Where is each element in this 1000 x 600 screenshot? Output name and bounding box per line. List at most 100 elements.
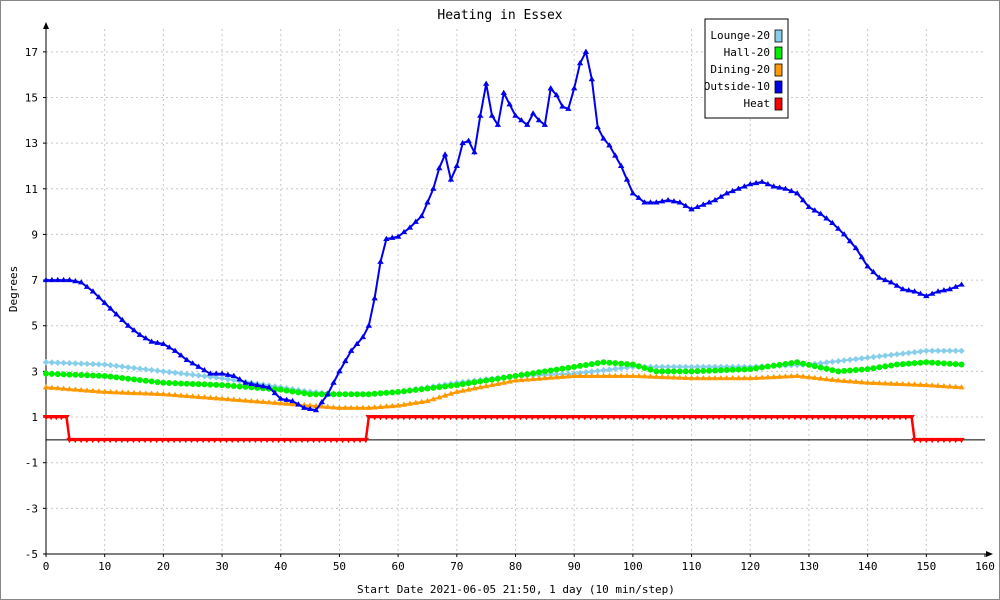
data-point <box>741 375 748 381</box>
data-point <box>459 381 466 388</box>
data-point <box>911 360 918 367</box>
data-point <box>48 276 56 283</box>
data-point <box>780 415 787 421</box>
data-point <box>72 360 79 367</box>
data-point <box>54 371 61 378</box>
data-point <box>511 415 518 421</box>
data-point <box>756 415 764 421</box>
data-point <box>470 415 478 421</box>
data-point <box>242 379 249 385</box>
data-point <box>48 384 56 390</box>
data-point <box>124 389 132 395</box>
data-point <box>84 372 91 379</box>
data-point <box>248 380 255 386</box>
data-point <box>310 437 317 444</box>
data-point <box>817 375 824 381</box>
data-point <box>195 363 202 369</box>
data-point <box>739 415 746 421</box>
data-point <box>864 263 871 269</box>
y-axis-label: Degrees <box>7 266 20 312</box>
data-point <box>653 368 660 375</box>
data-point <box>506 373 513 380</box>
data-point <box>165 437 172 444</box>
data-point <box>846 238 854 244</box>
data-point <box>946 347 953 355</box>
data-point <box>78 279 85 285</box>
data-point <box>952 283 959 289</box>
data-point <box>377 390 384 397</box>
data-point <box>628 415 635 421</box>
data-point <box>934 437 942 444</box>
data-point <box>347 347 355 353</box>
data-point <box>729 375 736 381</box>
x-tick-label: 90 <box>568 560 581 573</box>
data-point <box>101 437 108 444</box>
data-point <box>917 359 924 366</box>
data-point <box>858 379 865 385</box>
data-point <box>670 374 678 380</box>
x-tick-label: 40 <box>274 560 287 573</box>
y-tick-label: 11 <box>25 183 38 196</box>
data-point <box>394 415 402 421</box>
data-point <box>565 373 572 379</box>
data-point <box>48 359 56 366</box>
data-point <box>230 383 237 389</box>
data-point <box>236 396 243 403</box>
y-tick-label: -3 <box>25 502 38 515</box>
data-point <box>89 360 97 368</box>
data-point <box>659 198 666 204</box>
data-point <box>499 415 507 421</box>
data-point <box>177 370 185 377</box>
data-point <box>312 406 320 413</box>
data-point <box>639 415 647 421</box>
data-point <box>43 370 49 377</box>
data-point <box>817 210 824 216</box>
data-point <box>301 404 308 410</box>
data-point <box>717 193 725 199</box>
data-point <box>400 228 408 235</box>
data-point <box>89 437 96 444</box>
data-point <box>885 415 892 421</box>
data-point <box>95 388 103 394</box>
data-point <box>535 117 543 123</box>
data-point <box>365 404 372 410</box>
data-point <box>107 388 114 395</box>
data-point <box>354 391 361 398</box>
data-point <box>893 361 900 368</box>
data-point <box>676 374 684 380</box>
data-point <box>899 286 907 292</box>
data-point <box>265 384 273 390</box>
data-point <box>770 183 777 189</box>
data-point <box>594 360 601 367</box>
data-point <box>66 371 73 378</box>
y-tick-label: 3 <box>31 365 38 378</box>
data-point <box>847 367 854 374</box>
legend-swatch <box>774 97 783 111</box>
data-point <box>483 377 490 384</box>
data-point <box>136 331 144 337</box>
data-point <box>764 181 772 187</box>
x-tick-label: 70 <box>450 560 463 573</box>
data-point <box>811 363 818 370</box>
data-point <box>170 437 178 444</box>
data-point <box>529 110 537 116</box>
data-point <box>782 373 789 379</box>
data-point <box>688 363 695 371</box>
data-point <box>318 391 325 398</box>
data-point <box>306 405 314 412</box>
data-point <box>529 375 537 382</box>
data-point <box>659 373 666 380</box>
data-point <box>265 399 273 405</box>
data-point <box>283 400 290 406</box>
data-point <box>442 383 449 390</box>
data-point <box>723 367 730 374</box>
data-point <box>529 415 536 421</box>
data-point <box>899 350 907 357</box>
data-point <box>958 347 965 355</box>
data-point <box>569 415 577 421</box>
data-point <box>670 198 678 204</box>
data-point <box>606 359 613 366</box>
data-point <box>820 415 828 421</box>
data-point <box>799 373 807 379</box>
data-point <box>166 344 173 350</box>
